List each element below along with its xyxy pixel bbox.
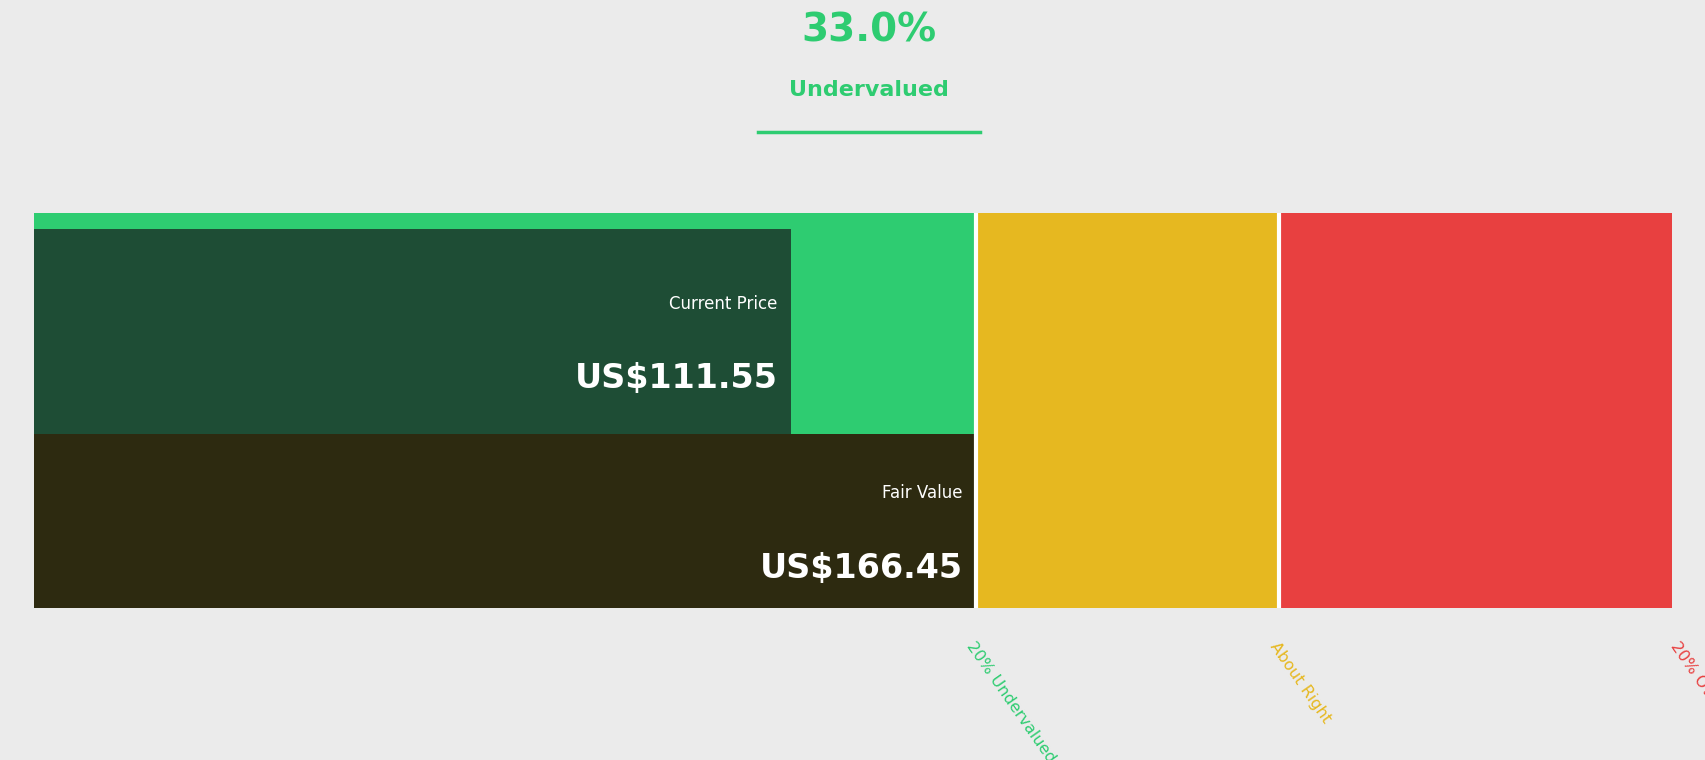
Text: Undervalued: Undervalued [789, 81, 948, 100]
Text: US$111.55: US$111.55 [575, 363, 777, 395]
Text: Current Price: Current Price [668, 295, 777, 312]
Text: 20% Overvalued: 20% Overvalued [1667, 640, 1705, 758]
Text: About Right: About Right [1265, 640, 1333, 726]
Text: 33.0%: 33.0% [801, 11, 936, 49]
Bar [975, 213, 1279, 608]
Bar [34, 229, 791, 434]
Text: 20% Undervalued: 20% Undervalued [963, 640, 1057, 760]
Bar [34, 213, 975, 608]
Bar [34, 434, 975, 608]
Text: Fair Value: Fair Value [881, 484, 962, 502]
Text: US$166.45: US$166.45 [759, 552, 962, 585]
Bar [1279, 213, 1671, 608]
